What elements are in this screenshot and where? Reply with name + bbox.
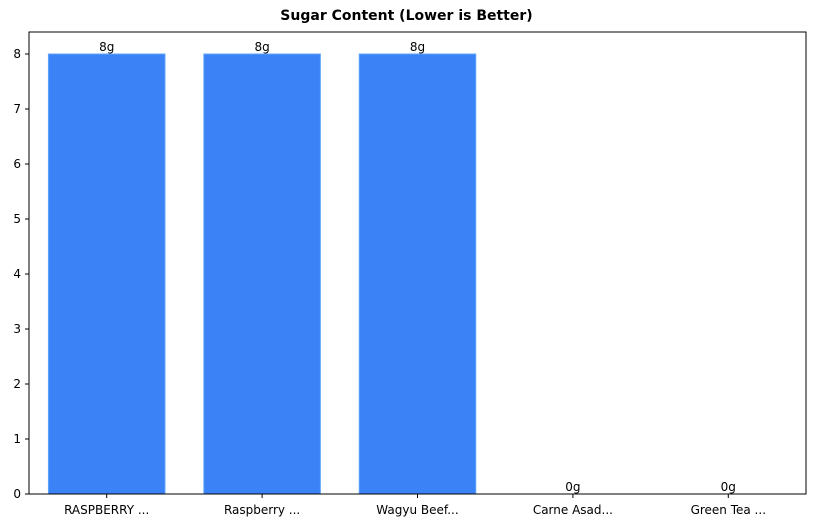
bar bbox=[203, 53, 321, 495]
chart-title: Sugar Content (Lower is Better) bbox=[280, 8, 533, 24]
bar-value-label: 0g bbox=[721, 480, 736, 494]
y-tick-label: 7 bbox=[13, 102, 21, 116]
y-tick-label: 6 bbox=[13, 157, 21, 171]
x-tick-label: Green Tea ... bbox=[691, 503, 766, 517]
y-tick-label: 5 bbox=[13, 212, 21, 226]
plot-frame bbox=[28, 31, 807, 495]
bar bbox=[358, 53, 477, 495]
x-tick-label: Raspberry ... bbox=[224, 503, 300, 517]
y-tick-label: 0 bbox=[13, 487, 21, 501]
bar bbox=[47, 53, 166, 495]
y-tick-label: 1 bbox=[13, 432, 21, 446]
y-tick-label: 8 bbox=[13, 47, 21, 61]
y-tick-label: 4 bbox=[13, 267, 21, 281]
x-tick-label: RASPBERRY ... bbox=[64, 503, 149, 517]
y-tick-label: 2 bbox=[13, 377, 21, 391]
bar-value-label: 0g bbox=[565, 480, 580, 494]
bar-value-label: 8g bbox=[99, 40, 114, 54]
bar-value-label: 8g bbox=[410, 40, 425, 54]
y-tick-label: 3 bbox=[13, 322, 21, 336]
x-tick-label: Carne Asad... bbox=[533, 503, 613, 517]
bar-value-label: 8g bbox=[254, 40, 269, 54]
x-tick-label: Wagyu Beef... bbox=[376, 503, 458, 517]
